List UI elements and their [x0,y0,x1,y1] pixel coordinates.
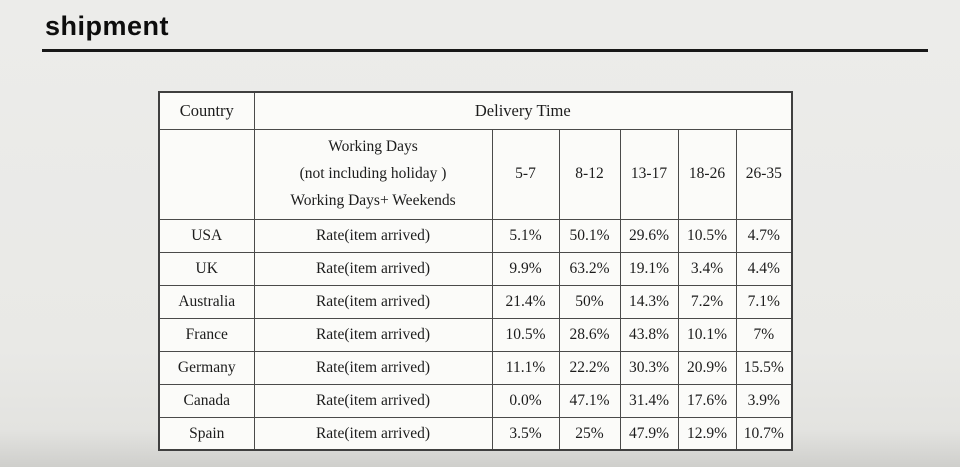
rate-value-cell: 11.1% [491,350,560,385]
country-cell: Spain [158,416,255,451]
table-row: USA Rate(item arrived) 5.1% 50.1% 29.6% … [158,218,793,253]
rate-label-cell: Rate(item arrived) [253,218,493,253]
rate-value-cell: 21.4% [491,284,560,319]
rate-value-cell: 7% [735,317,793,352]
rate-value-cell: 9.9% [491,251,560,286]
rate-value-cell: 47.9% [619,416,679,451]
rate-label-cell: Rate(item arrived) [253,416,493,451]
range-header-cell: 8-12 [558,128,621,220]
rate-label-cell: Rate(item arrived) [253,317,493,352]
country-cell: Germany [158,350,255,385]
range-header-cell: 18-26 [677,128,737,220]
working-days-cell: Working Days (not including holiday ) Wo… [253,128,493,220]
table-row: Germany Rate(item arrived) 11.1% 22.2% 3… [158,350,793,385]
header-country-cell: Country [158,91,255,130]
rate-value-cell: 20.9% [677,350,737,385]
header-delivery-time-cell: Delivery Time [253,91,793,130]
rate-value-cell: 50.1% [558,218,621,253]
rate-value-cell: 31.4% [619,383,679,418]
shipment-rates-table: Country Delivery Time Working Days (not … [158,91,794,452]
rate-value-cell: 12.9% [677,416,737,451]
range-header-cell: 5-7 [491,128,560,220]
rate-value-cell: 50% [558,284,621,319]
rate-value-cell: 10.7% [735,416,793,451]
working-days-line-1: Working Days [328,138,418,156]
table-subheader-row: Working Days (not including holiday ) Wo… [158,128,793,220]
rate-value-cell: 10.5% [677,218,737,253]
rate-value-cell: 0.0% [491,383,560,418]
working-days-line-2: (not including holiday ) [299,165,447,183]
rate-value-cell: 3.4% [677,251,737,286]
rate-label-cell: Rate(item arrived) [253,350,493,385]
table-row: UK Rate(item arrived) 9.9% 63.2% 19.1% 3… [158,251,793,286]
country-cell: USA [158,218,255,253]
heading-divider [42,49,928,53]
rate-value-cell: 5.1% [491,218,560,253]
rate-value-cell: 22.2% [558,350,621,385]
rate-value-cell: 15.5% [735,350,793,385]
country-cell: UK [158,251,255,286]
rate-label-cell: Rate(item arrived) [253,383,493,418]
rate-value-cell: 3.9% [735,383,793,418]
page-title: shipment [45,11,170,41]
table-row: Canada Rate(item arrived) 0.0% 47.1% 31.… [158,383,793,418]
table-row: Spain Rate(item arrived) 3.5% 25% 47.9% … [158,416,793,451]
rate-value-cell: 14.3% [619,284,679,319]
rate-label-cell: Rate(item arrived) [253,251,493,286]
table-row: France Rate(item arrived) 10.5% 28.6% 43… [158,317,793,352]
rate-value-cell: 3.5% [491,416,560,451]
rate-value-cell: 29.6% [619,218,679,253]
rate-value-cell: 10.1% [677,317,737,352]
rate-value-cell: 7.1% [735,284,793,319]
rate-value-cell: 28.6% [558,317,621,352]
rate-value-cell: 25% [558,416,621,451]
empty-country-cell [158,128,255,220]
shipment-page: shipment Country Delivery Time Working D… [0,10,960,452]
rate-value-cell: 17.6% [677,383,737,418]
country-cell: Australia [158,284,255,319]
country-cell: France [158,317,255,352]
rate-value-cell: 63.2% [558,251,621,286]
rate-value-cell: 47.1% [558,383,621,418]
range-header-cell: 13-17 [619,128,679,220]
rate-value-cell: 43.8% [619,317,679,352]
rate-value-cell: 7.2% [677,284,737,319]
country-cell: Canada [158,383,255,418]
rate-value-cell: 30.3% [619,350,679,385]
rate-value-cell: 4.7% [735,218,793,253]
table-row: Australia Rate(item arrived) 21.4% 50% 1… [158,284,793,319]
rate-label-cell: Rate(item arrived) [253,284,493,319]
working-days-line-3: Working Days+ Weekends [290,191,456,209]
rate-value-cell: 19.1% [619,251,679,286]
range-header-cell: 26-35 [735,128,793,220]
table-header-row: Country Delivery Time [158,91,793,130]
rate-value-cell: 10.5% [491,317,560,352]
rate-value-cell: 4.4% [735,251,793,286]
